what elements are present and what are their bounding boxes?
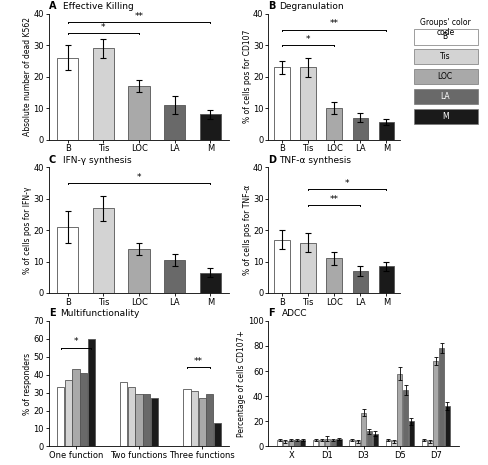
Text: *: * (345, 179, 349, 188)
Bar (313, 440, 319, 446)
Bar (326, 108, 342, 140)
Bar (151, 398, 158, 446)
Bar (300, 440, 305, 446)
Text: ADCC: ADCC (282, 309, 307, 319)
Bar (120, 382, 127, 446)
Bar (336, 439, 342, 446)
Bar (274, 67, 290, 140)
Y-axis label: Percentage of cells CD107+: Percentage of cells CD107+ (237, 330, 246, 437)
Bar (413, 109, 478, 124)
Bar (408, 421, 414, 446)
Text: E: E (49, 308, 56, 319)
Bar (439, 348, 444, 446)
Bar (361, 412, 366, 446)
Bar (319, 440, 324, 446)
Text: B: B (443, 33, 448, 41)
Bar (183, 389, 190, 446)
Bar (413, 89, 478, 104)
Bar (352, 271, 368, 293)
Y-axis label: Absolute number of dead K562: Absolute number of dead K562 (23, 17, 32, 136)
Bar (136, 394, 142, 446)
Bar (386, 440, 391, 446)
Bar (330, 440, 336, 446)
Bar (301, 67, 316, 140)
Bar (433, 361, 439, 446)
Bar (65, 380, 72, 446)
Bar (80, 373, 87, 446)
Bar (191, 391, 198, 446)
Bar (57, 387, 64, 446)
Bar (379, 122, 394, 140)
Y-axis label: % of cells pos for CD107: % of cells pos for CD107 (243, 30, 251, 123)
Text: B: B (268, 1, 276, 12)
Y-axis label: % of cells pos for TNF-α: % of cells pos for TNF-α (243, 185, 251, 275)
Text: *: * (74, 338, 78, 346)
Bar (352, 118, 368, 140)
Bar (128, 86, 150, 140)
Text: **: ** (194, 357, 203, 366)
Text: **: ** (135, 12, 143, 20)
Bar (88, 339, 95, 446)
Bar (367, 432, 372, 446)
Bar (143, 394, 150, 446)
Bar (413, 29, 478, 45)
Text: LOC: LOC (438, 72, 453, 81)
Text: Degranulation: Degranulation (279, 2, 344, 12)
Text: *: * (137, 173, 142, 182)
Bar (355, 441, 360, 446)
Text: **: ** (330, 195, 339, 204)
Bar (445, 406, 450, 446)
Bar (206, 394, 213, 446)
Text: Multifunctionality: Multifunctionality (60, 309, 139, 319)
Text: TNF-α synthesis: TNF-α synthesis (279, 156, 351, 165)
Bar (379, 266, 394, 293)
Bar (200, 272, 221, 293)
Bar (349, 440, 355, 446)
Text: **: ** (330, 20, 339, 28)
Bar (57, 227, 79, 293)
Text: code: code (436, 28, 454, 37)
Bar (288, 440, 294, 446)
Bar (57, 58, 79, 140)
Text: *: * (101, 22, 105, 32)
Text: A: A (49, 1, 56, 12)
Y-axis label: % of cells pos for IFN-γ: % of cells pos for IFN-γ (23, 186, 32, 274)
Bar (397, 373, 402, 446)
Bar (128, 387, 135, 446)
Bar (214, 423, 221, 446)
Bar (200, 114, 221, 140)
Bar (93, 48, 114, 140)
Bar (301, 243, 316, 293)
Bar (372, 434, 378, 446)
Text: Tis: Tis (440, 52, 450, 61)
Bar (199, 398, 206, 446)
Text: M: M (442, 112, 448, 121)
Bar (277, 440, 282, 446)
Bar (72, 369, 80, 446)
Text: D: D (268, 155, 276, 165)
Bar (274, 239, 290, 293)
Text: LA: LA (441, 92, 450, 101)
Bar (283, 441, 288, 446)
Text: Effective Killing: Effective Killing (63, 2, 134, 12)
Bar (391, 441, 397, 446)
Text: Groups' color: Groups' color (420, 18, 470, 27)
Bar (93, 208, 114, 293)
Bar (164, 105, 185, 140)
Bar (422, 440, 427, 446)
Bar (164, 260, 185, 293)
Bar (294, 440, 300, 446)
Bar (128, 249, 150, 293)
Bar (326, 259, 342, 293)
Bar (403, 390, 408, 446)
Bar (413, 69, 478, 84)
Text: C: C (49, 155, 56, 165)
Bar (325, 439, 330, 446)
Text: *: * (306, 35, 310, 44)
Bar (427, 441, 433, 446)
Y-axis label: % of responders: % of responders (23, 352, 32, 415)
Bar (413, 49, 478, 65)
Text: F: F (268, 308, 275, 319)
Text: IFN-γ synthesis: IFN-γ synthesis (63, 156, 132, 165)
